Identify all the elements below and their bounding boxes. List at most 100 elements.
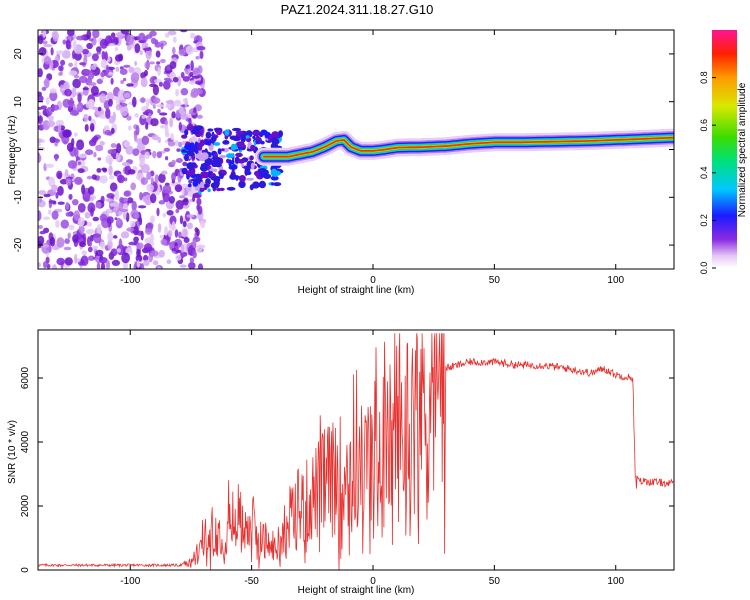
snr-frame (37, 329, 675, 571)
transition-blob (245, 137, 252, 143)
noise-speckle (41, 139, 45, 144)
transition-blob (195, 173, 202, 179)
noise-speckle (197, 263, 204, 269)
noise-speckle (183, 204, 189, 209)
transition-blob (271, 182, 275, 186)
noise-speckle (183, 197, 189, 206)
noise-speckle (138, 205, 147, 209)
noise-speckle (118, 238, 123, 250)
y-tick-label: 2000 (20, 494, 31, 517)
transition-blob (181, 149, 187, 153)
noise-speckle (77, 161, 82, 165)
x-tick-label: -100 (120, 576, 140, 587)
y-tick-label: 10 (13, 96, 24, 108)
transition-blob (246, 177, 254, 181)
noise-speckle (152, 84, 159, 96)
noise-speckle (86, 30, 92, 40)
noise-speckle (110, 127, 115, 134)
noise-speckle (107, 149, 117, 155)
transition-blob (200, 171, 209, 179)
noise-speckle (145, 200, 150, 205)
noise-speckle (186, 214, 195, 218)
noise-speckle (96, 262, 101, 269)
noise-speckle (91, 174, 97, 180)
noise-speckle (100, 262, 106, 269)
noise-speckle (166, 210, 174, 216)
noise-speckle (87, 202, 96, 213)
noise-speckle (95, 249, 104, 257)
noise-speckle (62, 98, 71, 108)
noise-speckle (175, 200, 185, 210)
noise-speckle (139, 157, 146, 167)
noise-speckle (42, 40, 48, 45)
noise-speckle (194, 227, 199, 233)
noise-speckle (57, 123, 62, 133)
noise-speckle (165, 156, 169, 161)
noise-speckle (60, 59, 66, 66)
y-tick-label: 0 (13, 146, 24, 152)
noise-speckle (194, 104, 202, 112)
noise-speckle (78, 153, 87, 159)
noise-speckle (199, 50, 204, 60)
transition-blob (219, 154, 227, 159)
noise-speckle (152, 150, 157, 159)
noise-speckle (38, 152, 41, 163)
noise-speckle (159, 234, 164, 239)
noise-speckle (68, 62, 73, 67)
noise-speckle (120, 30, 130, 35)
y-tick-label: -10 (13, 190, 24, 205)
transition-blob (258, 168, 268, 175)
transition-blob (203, 140, 212, 145)
noise-speckle (38, 138, 43, 144)
noise-speckle (77, 93, 82, 103)
noise-speckle (100, 59, 107, 69)
noise-speckle (145, 121, 149, 130)
noise-speckle (38, 262, 41, 268)
noise-speckle (182, 220, 187, 228)
noise-speckle (192, 250, 197, 259)
transition-blob (192, 180, 199, 187)
noise-speckle (161, 170, 168, 175)
transition-blob (217, 148, 222, 155)
noise-speckle (146, 98, 150, 109)
noise-speckle (120, 231, 130, 239)
transition-blob (231, 159, 235, 165)
noise-speckle (151, 134, 159, 141)
transition-blob (194, 125, 203, 131)
noise-speckle (65, 39, 71, 50)
noise-speckle (79, 62, 86, 66)
noise-speckle (141, 115, 146, 119)
noise-speckle (168, 196, 175, 204)
noise-speckle (158, 249, 165, 258)
transition-blob (236, 141, 245, 147)
noise-speckle (150, 233, 154, 243)
noise-speckle (89, 197, 94, 202)
noise-speckle (172, 76, 179, 83)
transition-blob (238, 175, 246, 182)
noise-speckle (193, 88, 203, 95)
noise-speckle (119, 102, 128, 107)
noise-speckle (102, 168, 108, 173)
noise-speckle (166, 79, 174, 83)
noise-speckle (104, 51, 108, 61)
noise-speckle (126, 227, 135, 232)
noise-speckle (62, 129, 71, 138)
noise-speckle (132, 148, 140, 156)
noise-speckle (104, 129, 112, 136)
transition-blob (216, 129, 222, 136)
transition-blob (249, 155, 254, 161)
noise-speckle (158, 81, 163, 87)
noise-speckle (52, 264, 57, 269)
noise-speckle (67, 232, 71, 239)
noise-speckle (179, 195, 186, 199)
noise-speckle (171, 159, 176, 165)
x-tick-label: 0 (370, 275, 376, 286)
noise-speckle (116, 248, 122, 253)
transition-blob (213, 142, 221, 146)
noise-speckle (91, 245, 99, 250)
noise-speckle (58, 71, 63, 76)
noise-speckle (84, 124, 89, 132)
noise-speckle (73, 132, 78, 137)
noise-speckle (166, 259, 172, 265)
transition-blob (186, 162, 195, 170)
